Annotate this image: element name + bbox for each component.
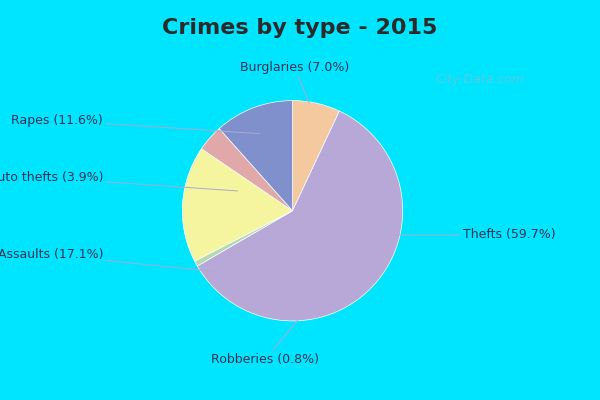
Text: Thefts (59.7%): Thefts (59.7%) [394,228,556,242]
Wedge shape [293,100,340,211]
Wedge shape [202,128,293,211]
Text: Burglaries (7.0%): Burglaries (7.0%) [240,61,349,103]
Text: City-Data.com: City-Data.com [436,74,524,86]
Wedge shape [219,100,293,211]
Text: Rapes (11.6%): Rapes (11.6%) [11,114,259,134]
Text: Robberies (0.8%): Robberies (0.8%) [211,320,319,366]
Text: Crimes by type - 2015: Crimes by type - 2015 [163,18,437,38]
Wedge shape [194,211,293,266]
Wedge shape [197,111,403,321]
Wedge shape [182,149,293,261]
Text: Assaults (17.1%): Assaults (17.1%) [0,248,213,271]
Text: Auto thefts (3.9%): Auto thefts (3.9%) [0,171,238,191]
